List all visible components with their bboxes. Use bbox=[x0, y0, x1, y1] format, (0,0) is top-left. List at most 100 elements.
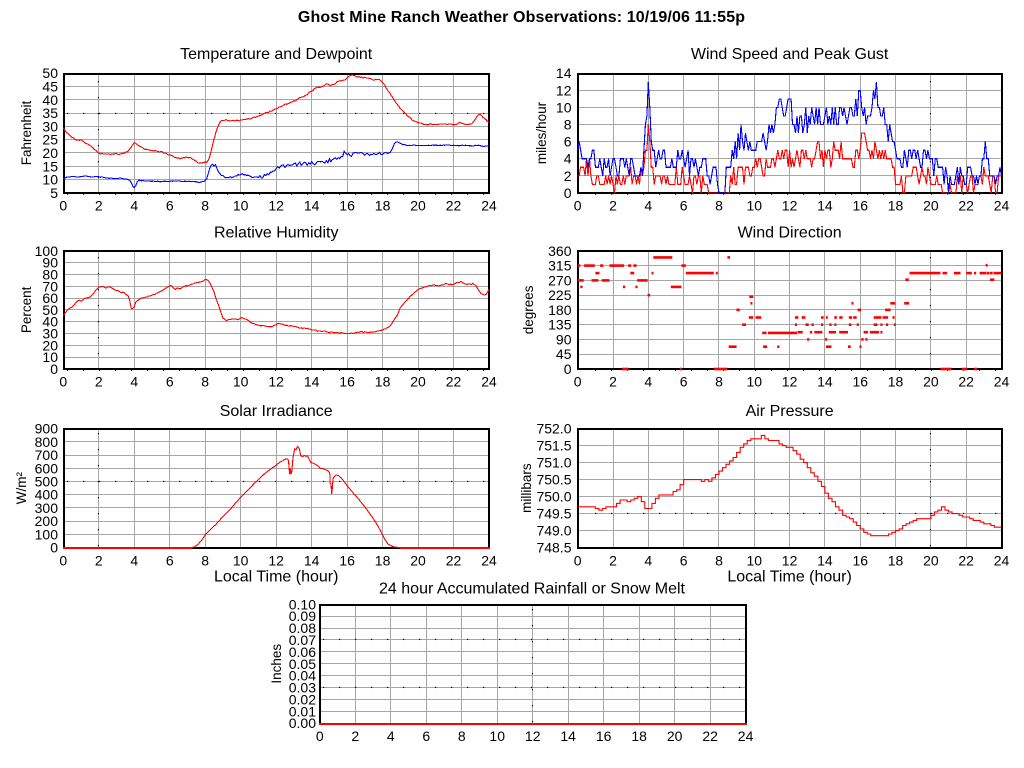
svg-text:12: 12 bbox=[268, 552, 284, 568]
svg-text:Temperature and Dewpoint: Temperature and Dewpoint bbox=[180, 46, 373, 63]
svg-text:4: 4 bbox=[644, 198, 652, 214]
svg-text:10: 10 bbox=[746, 198, 762, 214]
svg-text:18: 18 bbox=[888, 374, 904, 390]
svg-text:2: 2 bbox=[95, 552, 103, 568]
svg-text:6: 6 bbox=[166, 374, 174, 390]
svg-text:Inches: Inches bbox=[269, 644, 284, 684]
svg-text:14: 14 bbox=[304, 374, 320, 390]
svg-text:20: 20 bbox=[410, 552, 426, 568]
svg-text:2: 2 bbox=[609, 198, 617, 214]
svg-text:24: 24 bbox=[481, 198, 497, 214]
svg-text:20: 20 bbox=[42, 145, 58, 161]
svg-text:4: 4 bbox=[130, 374, 138, 390]
svg-text:18: 18 bbox=[375, 198, 391, 214]
svg-text:8: 8 bbox=[458, 728, 466, 744]
svg-text:750.0: 750.0 bbox=[536, 489, 571, 505]
svg-text:22: 22 bbox=[446, 198, 462, 214]
svg-text:749.0: 749.0 bbox=[536, 523, 571, 539]
svg-text:4: 4 bbox=[564, 151, 572, 167]
svg-text:200: 200 bbox=[35, 513, 59, 529]
svg-text:2: 2 bbox=[351, 728, 359, 744]
svg-text:6: 6 bbox=[166, 198, 174, 214]
svg-text:0.01: 0.01 bbox=[289, 703, 316, 719]
svg-text:135: 135 bbox=[548, 317, 572, 333]
svg-text:10: 10 bbox=[233, 552, 249, 568]
svg-text:45: 45 bbox=[42, 79, 58, 95]
svg-text:16: 16 bbox=[339, 198, 355, 214]
svg-text:24: 24 bbox=[481, 552, 497, 568]
svg-text:4: 4 bbox=[387, 728, 395, 744]
svg-text:18: 18 bbox=[888, 552, 904, 568]
svg-text:600: 600 bbox=[35, 460, 59, 476]
svg-text:miles/hour: miles/hour bbox=[534, 101, 549, 164]
svg-text:16: 16 bbox=[339, 552, 355, 568]
svg-text:8: 8 bbox=[201, 198, 209, 214]
svg-text:14: 14 bbox=[304, 198, 320, 214]
svg-text:22: 22 bbox=[958, 552, 974, 568]
svg-text:5: 5 bbox=[50, 185, 58, 201]
svg-text:6: 6 bbox=[422, 728, 430, 744]
svg-text:0: 0 bbox=[59, 198, 67, 214]
svg-text:degrees: degrees bbox=[521, 285, 536, 334]
svg-text:0: 0 bbox=[50, 361, 58, 377]
svg-text:6: 6 bbox=[166, 552, 174, 568]
svg-text:10: 10 bbox=[489, 728, 505, 744]
svg-text:14: 14 bbox=[817, 374, 833, 390]
svg-text:Local Time (hour): Local Time (hour) bbox=[727, 569, 852, 586]
svg-text:70: 70 bbox=[42, 278, 58, 294]
svg-text:50: 50 bbox=[42, 65, 58, 81]
svg-text:6: 6 bbox=[680, 374, 688, 390]
svg-text:60: 60 bbox=[42, 290, 58, 306]
svg-text:80: 80 bbox=[42, 266, 58, 282]
svg-text:0: 0 bbox=[564, 185, 572, 201]
svg-text:12: 12 bbox=[782, 198, 798, 214]
svg-text:10: 10 bbox=[746, 552, 762, 568]
svg-text:6: 6 bbox=[564, 134, 572, 150]
svg-text:14: 14 bbox=[817, 198, 833, 214]
svg-text:24: 24 bbox=[738, 728, 754, 744]
svg-text:4: 4 bbox=[644, 552, 652, 568]
svg-text:700: 700 bbox=[35, 447, 59, 463]
svg-text:14: 14 bbox=[817, 552, 833, 568]
svg-text:12: 12 bbox=[556, 82, 572, 98]
svg-text:2: 2 bbox=[609, 552, 617, 568]
svg-text:Fahrenheit: Fahrenheit bbox=[19, 100, 34, 165]
svg-text:749.5: 749.5 bbox=[536, 506, 571, 522]
svg-text:0: 0 bbox=[574, 198, 582, 214]
svg-text:16: 16 bbox=[852, 198, 868, 214]
svg-text:24: 24 bbox=[481, 374, 497, 390]
svg-text:0.10: 0.10 bbox=[289, 596, 316, 612]
svg-text:4: 4 bbox=[644, 374, 652, 390]
svg-text:16: 16 bbox=[596, 728, 612, 744]
svg-text:10: 10 bbox=[42, 172, 58, 188]
svg-text:16: 16 bbox=[339, 374, 355, 390]
svg-text:0.07: 0.07 bbox=[289, 632, 316, 648]
svg-text:0: 0 bbox=[59, 552, 67, 568]
svg-text:751.0: 751.0 bbox=[536, 455, 571, 471]
svg-text:Local Time (hour): Local Time (hour) bbox=[214, 569, 339, 586]
svg-text:2: 2 bbox=[95, 198, 103, 214]
svg-text:Relative Humidity: Relative Humidity bbox=[214, 225, 338, 242]
svg-text:2: 2 bbox=[564, 168, 572, 184]
svg-text:10: 10 bbox=[233, 198, 249, 214]
svg-text:12: 12 bbox=[268, 198, 284, 214]
svg-text:10: 10 bbox=[746, 374, 762, 390]
svg-text:4: 4 bbox=[130, 552, 138, 568]
svg-text:0: 0 bbox=[59, 374, 67, 390]
svg-text:8: 8 bbox=[715, 374, 723, 390]
svg-text:22: 22 bbox=[446, 552, 462, 568]
svg-text:10: 10 bbox=[42, 349, 58, 365]
svg-text:6: 6 bbox=[680, 198, 688, 214]
svg-text:22: 22 bbox=[446, 374, 462, 390]
svg-text:14: 14 bbox=[556, 65, 572, 81]
svg-text:90: 90 bbox=[556, 331, 572, 347]
svg-text:4: 4 bbox=[130, 198, 138, 214]
svg-text:0.09: 0.09 bbox=[289, 608, 316, 624]
svg-text:30: 30 bbox=[42, 326, 58, 342]
svg-text:0: 0 bbox=[50, 540, 58, 556]
svg-text:24: 24 bbox=[994, 374, 1010, 390]
svg-text:Wind Speed and Peak Gust: Wind Speed and Peak Gust bbox=[691, 46, 889, 63]
svg-text:752.0: 752.0 bbox=[536, 421, 571, 437]
svg-text:Air Pressure: Air Pressure bbox=[746, 403, 834, 420]
svg-text:45: 45 bbox=[556, 346, 572, 362]
